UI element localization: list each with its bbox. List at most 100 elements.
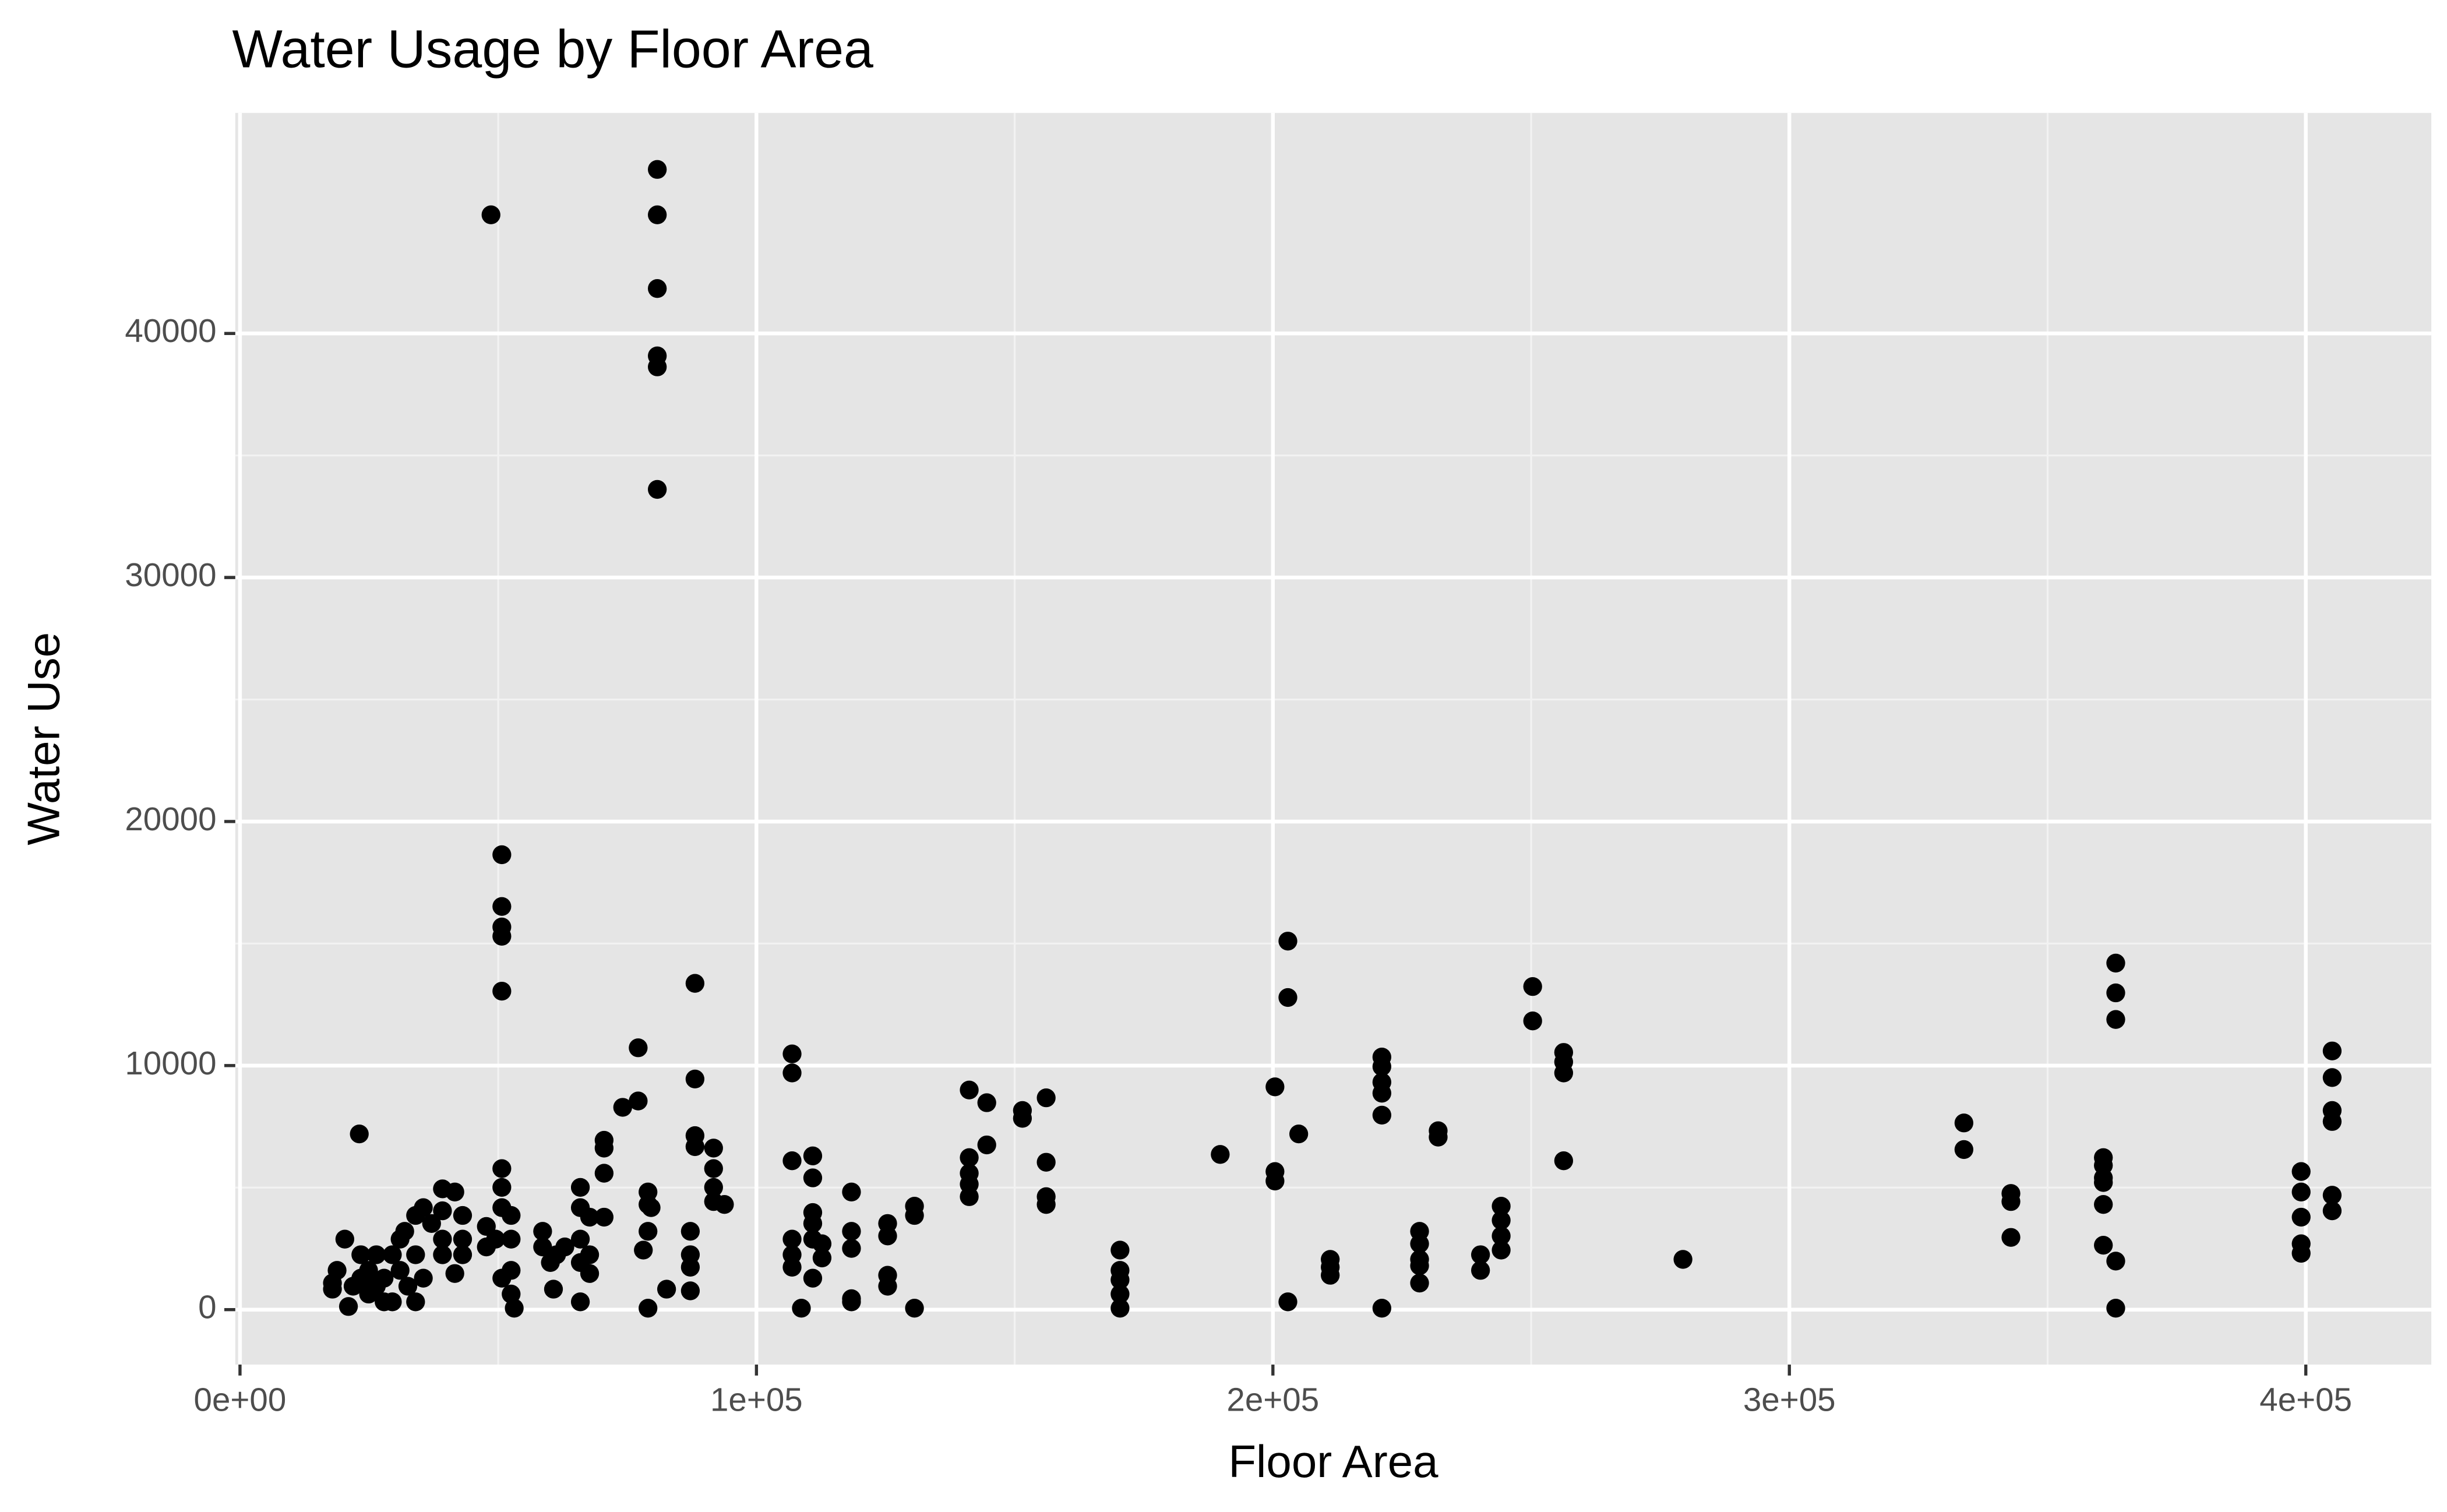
point — [2106, 953, 2125, 973]
point — [704, 1159, 723, 1178]
point — [657, 1280, 676, 1299]
point — [639, 1222, 658, 1241]
point — [1372, 1105, 1391, 1125]
point — [960, 1080, 979, 1099]
point — [1554, 1151, 1574, 1171]
point — [2106, 1010, 2125, 1029]
point — [704, 1139, 723, 1158]
point — [1954, 1113, 1974, 1133]
x-axis-title: Floor Area — [1228, 1436, 1438, 1487]
point — [433, 1245, 452, 1264]
point — [2291, 1162, 2311, 1181]
point — [492, 845, 512, 865]
point — [1492, 1226, 1511, 1246]
point — [648, 205, 667, 224]
point — [594, 1207, 614, 1227]
point — [960, 1187, 979, 1206]
point — [2094, 1235, 2113, 1255]
point — [803, 1168, 823, 1187]
point — [492, 1178, 512, 1197]
point — [1492, 1196, 1511, 1216]
point — [1265, 1077, 1285, 1097]
point — [878, 1277, 897, 1296]
point — [2094, 1195, 2113, 1214]
point — [477, 1237, 496, 1257]
point — [782, 1257, 802, 1277]
point — [1372, 1084, 1391, 1103]
point — [323, 1273, 342, 1293]
point — [1954, 1140, 1974, 1159]
point — [570, 1178, 590, 1197]
point — [2001, 1192, 2021, 1211]
point — [555, 1237, 574, 1257]
y-axis-title: Water Use — [17, 632, 69, 845]
point — [782, 1151, 802, 1171]
point — [481, 205, 500, 224]
x-tick-label: 1e+05 — [710, 1381, 803, 1418]
point — [2322, 1112, 2342, 1131]
point — [594, 1139, 614, 1158]
point — [2106, 983, 2125, 1003]
grid — [235, 112, 2432, 1365]
point — [1036, 1195, 1056, 1214]
chart-title: Water Usage by Floor Area — [232, 20, 873, 79]
point — [502, 1284, 521, 1304]
point — [406, 1292, 425, 1312]
point — [453, 1206, 473, 1225]
point — [803, 1146, 823, 1165]
y-tick-label: 10000 — [125, 1045, 216, 1081]
points — [323, 160, 2342, 1318]
point — [492, 897, 512, 916]
point — [505, 1299, 524, 1318]
point — [629, 1038, 648, 1058]
point — [2001, 1228, 2021, 1247]
point — [414, 1268, 433, 1288]
point — [1673, 1250, 1693, 1269]
point — [544, 1280, 563, 1299]
axes: 0e+00 1e+05 2e+05 3e+05 4e+05 0 10000 20000 3000… — [125, 312, 2352, 1418]
point — [639, 1299, 658, 1318]
point — [1492, 1211, 1511, 1230]
point — [1471, 1261, 1490, 1280]
point — [580, 1207, 600, 1227]
point — [580, 1245, 600, 1264]
point — [680, 1257, 700, 1277]
point — [453, 1245, 473, 1264]
point — [1410, 1234, 1429, 1253]
point — [433, 1179, 452, 1199]
x-tick-label: 3e+05 — [1743, 1381, 1836, 1418]
point — [641, 1198, 661, 1217]
point — [613, 1098, 632, 1117]
point — [406, 1206, 425, 1225]
point — [1289, 1124, 1309, 1144]
point — [812, 1248, 832, 1268]
point — [395, 1222, 414, 1241]
point — [502, 1229, 521, 1249]
point — [1372, 1299, 1391, 1318]
point — [1036, 1088, 1056, 1108]
point — [648, 160, 667, 179]
point — [533, 1237, 552, 1257]
point — [634, 1240, 653, 1260]
point — [2322, 1201, 2342, 1221]
point — [1110, 1284, 1130, 1304]
point — [533, 1222, 552, 1241]
point — [648, 279, 667, 298]
point — [422, 1214, 441, 1233]
y-tick-label: 20000 — [125, 801, 216, 837]
point — [570, 1292, 590, 1312]
point — [1523, 1011, 1542, 1031]
point — [685, 1069, 705, 1089]
point — [492, 1268, 512, 1288]
point — [2106, 1252, 2125, 1271]
point — [492, 1159, 512, 1178]
point — [1265, 1171, 1285, 1191]
point — [433, 1201, 452, 1221]
point — [1492, 1240, 1511, 1260]
point — [366, 1245, 386, 1264]
point — [445, 1264, 464, 1283]
y-tick-label: 40000 — [125, 312, 216, 349]
point — [842, 1292, 861, 1312]
